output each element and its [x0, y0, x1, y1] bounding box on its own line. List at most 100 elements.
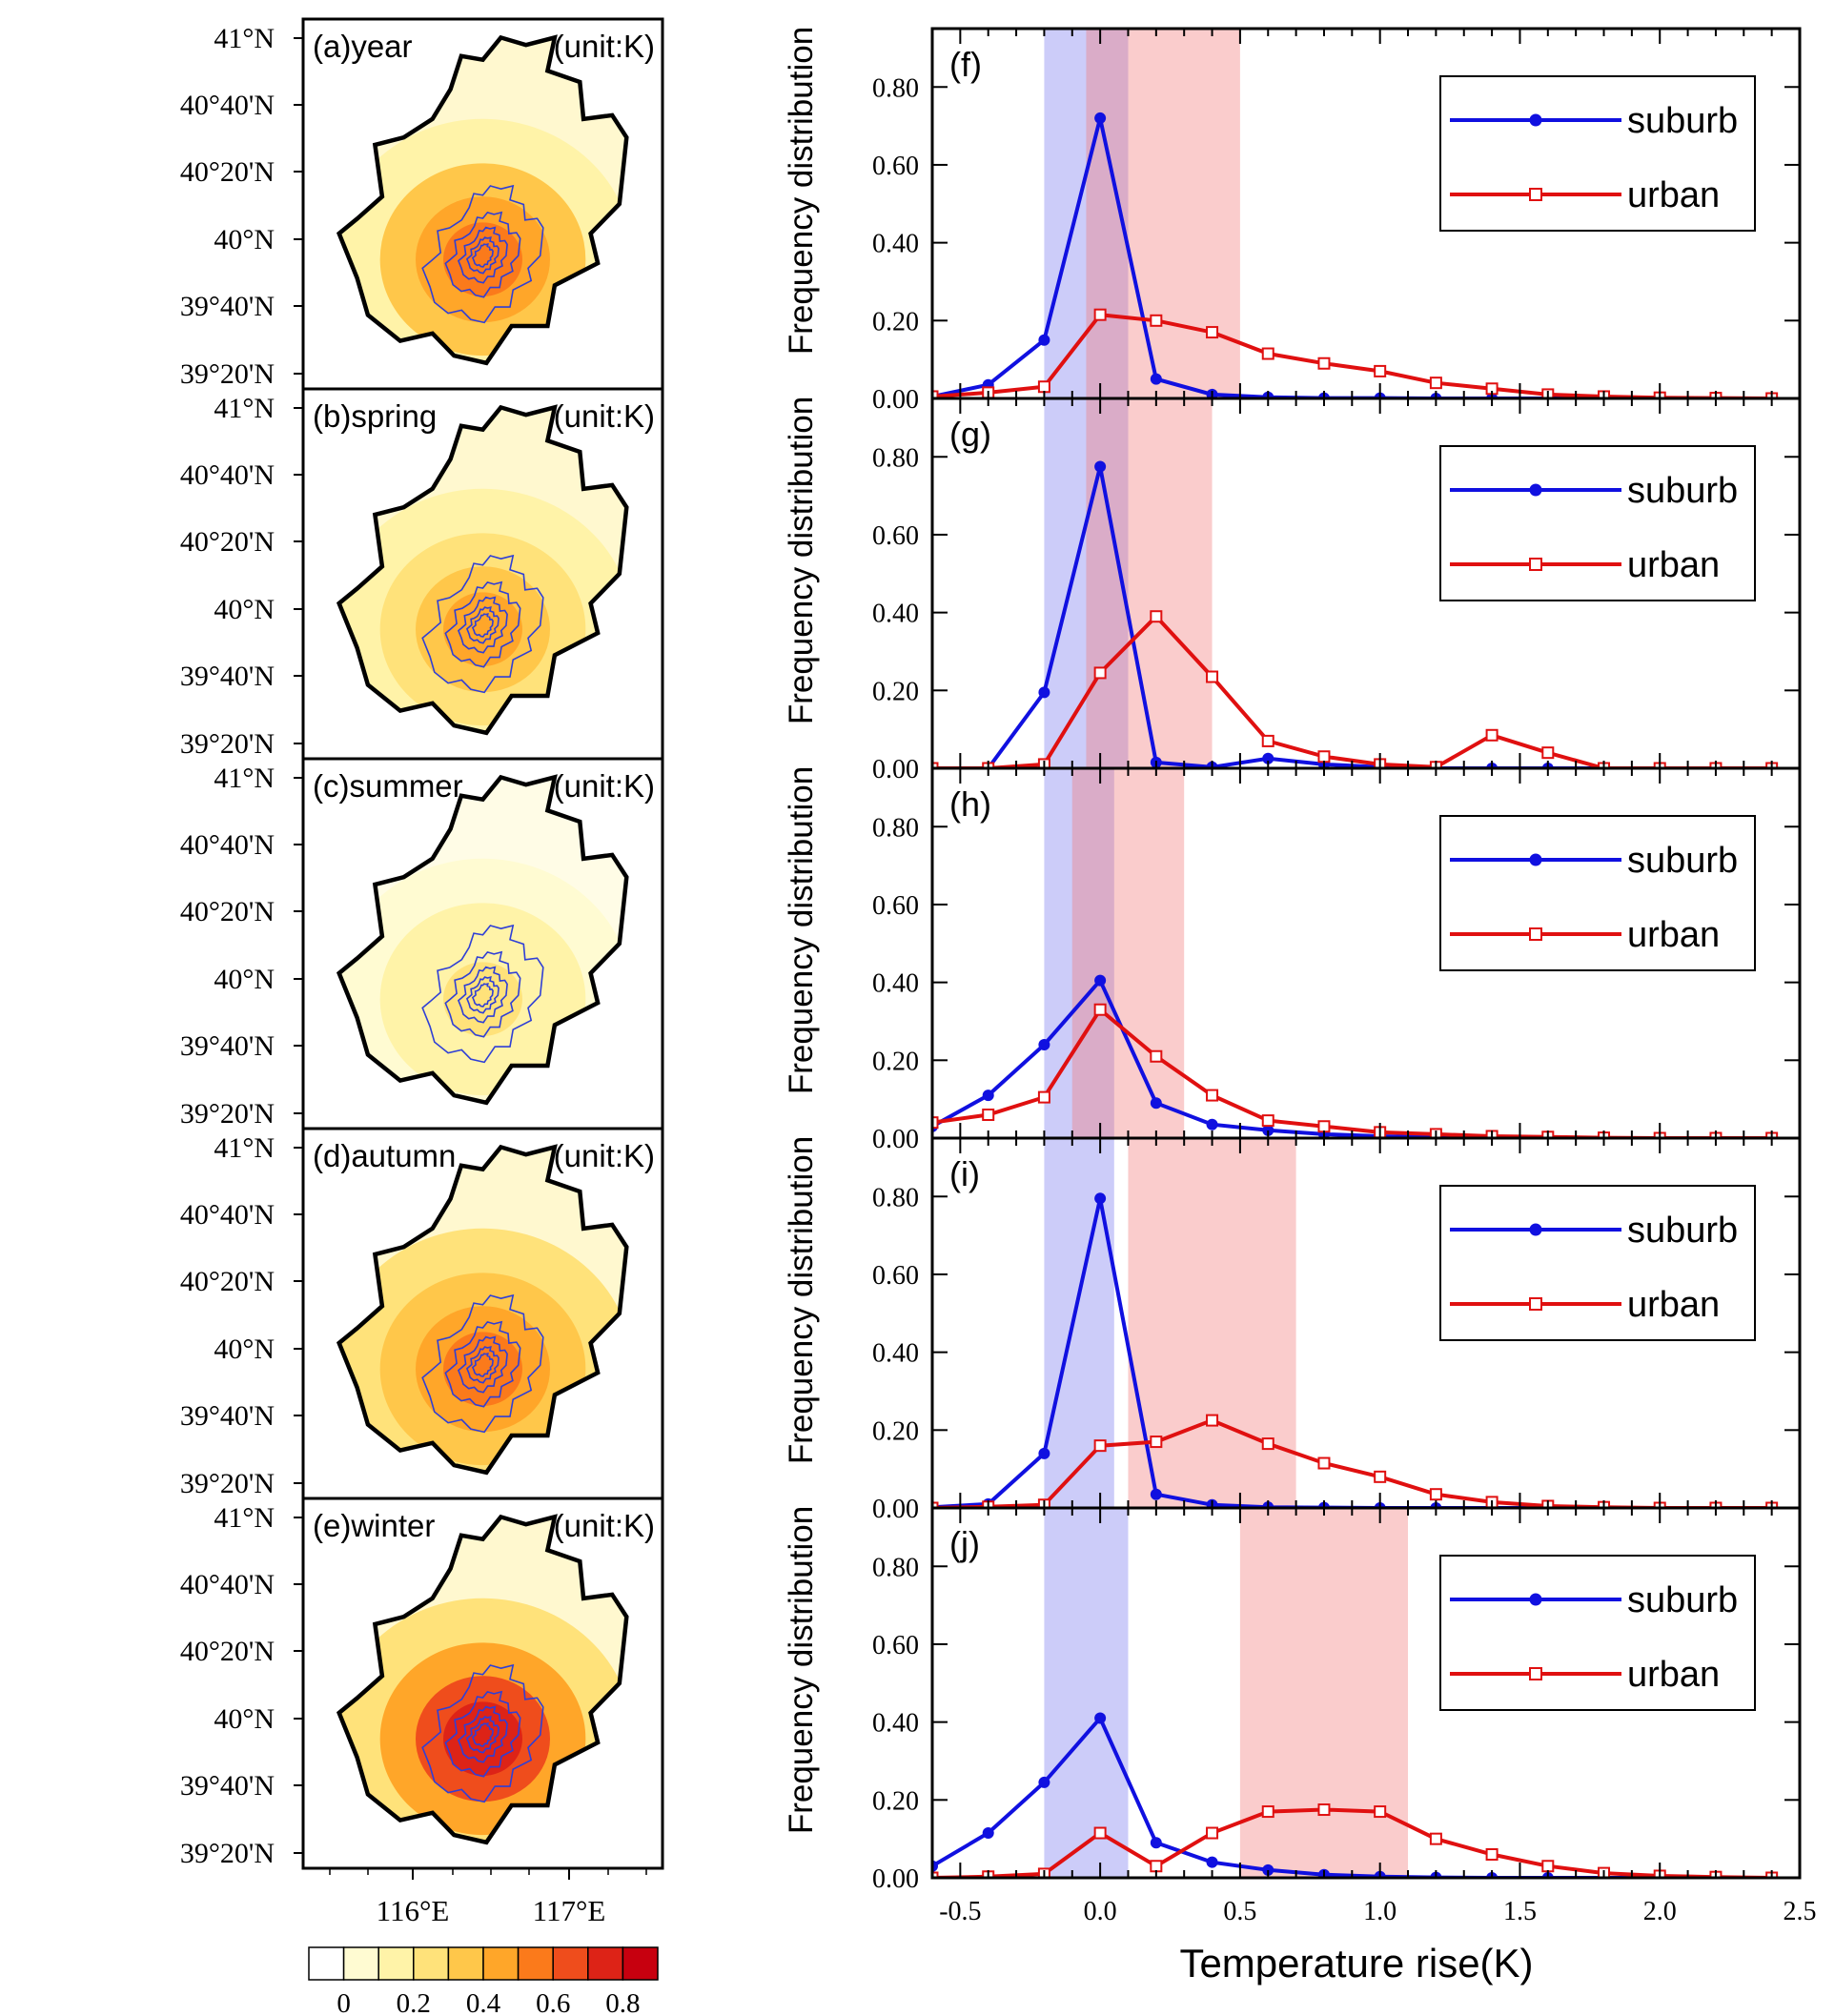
y-tick-label: 0.20 — [872, 677, 919, 706]
panel-label: (f) — [949, 45, 982, 84]
colorbar-swatch — [413, 1946, 450, 1981]
urban-point — [1093, 308, 1107, 321]
legend: suburb urban — [1439, 1185, 1756, 1341]
panel-label: (a)year — [313, 29, 413, 64]
urban-contour-line — [471, 983, 494, 1008]
urban-point — [1206, 670, 1219, 683]
urban-contour-line — [444, 211, 521, 298]
urban-point — [1317, 356, 1331, 370]
y-tick-label: 0.20 — [872, 1786, 919, 1816]
lat-label: 41°N — [214, 763, 275, 794]
legend: suburb urban — [1439, 75, 1756, 232]
urban-band — [1128, 1138, 1296, 1508]
urban-point — [1150, 1436, 1163, 1449]
urban-contour-line — [471, 1353, 494, 1377]
suburb-point — [1262, 752, 1274, 764]
suburb-legend-label: suburb — [1627, 1580, 1738, 1620]
y-tick-label: 0.00 — [872, 385, 919, 415]
lat-label: 39°40'N — [180, 661, 275, 692]
urban-contour-line — [421, 924, 544, 1064]
colorbar-swatch — [587, 1946, 624, 1981]
legend: suburb urban — [1439, 815, 1756, 971]
y-tick-label: 0.80 — [872, 1183, 919, 1212]
urban-point — [1374, 1805, 1387, 1819]
urban-legend-marker — [1529, 558, 1542, 571]
lat-label: 39°20'N — [180, 1838, 275, 1869]
lat-label: 40°40'N — [180, 90, 275, 121]
colorbar-label: 0.8 — [605, 1988, 640, 2016]
urban-contour-line — [471, 1722, 494, 1747]
urban-band — [1086, 29, 1240, 398]
urban-contour-line — [457, 1705, 508, 1763]
urban-point — [1037, 1090, 1050, 1104]
urban-point — [1317, 1803, 1331, 1817]
colorbar-swatch — [482, 1946, 520, 1981]
lat-label: 39°20'N — [180, 1468, 275, 1499]
beijing-border — [336, 1144, 629, 1476]
lat-label: 41°N — [214, 1502, 275, 1534]
urban-legend-marker — [1529, 1297, 1542, 1311]
y-axis-label: Frequency distribution — [783, 1136, 820, 1464]
urban-contour-line — [465, 1345, 500, 1384]
lat-label: 40°20'N — [180, 156, 275, 188]
urban-contour-line — [471, 613, 494, 638]
urban-contour-line — [421, 554, 544, 694]
suburb-band — [1044, 1508, 1129, 1878]
suburb-point — [982, 1089, 994, 1102]
y-axis-label: Frequency distribution — [783, 27, 820, 355]
legend-box — [1439, 815, 1756, 971]
urban-line — [932, 613, 1772, 768]
urban-legend-label: urban — [1627, 915, 1720, 955]
legend-box — [1439, 1555, 1756, 1711]
urban-point — [1150, 314, 1163, 327]
y-tick-label: 0.00 — [872, 1125, 919, 1154]
suburb-point — [1150, 373, 1162, 385]
panel-label: (i) — [949, 1154, 980, 1193]
urban-point — [1037, 380, 1050, 394]
lat-label: 40°20'N — [180, 526, 275, 558]
colorbar-swatch — [308, 1946, 345, 1981]
urban-point — [1150, 610, 1163, 623]
lat-label: 40°N — [214, 224, 275, 255]
y-tick-label: 0.60 — [872, 1261, 919, 1291]
panel-label: (d)autumn — [313, 1138, 456, 1173]
suburb-band — [1044, 398, 1129, 768]
lat-label: 40°20'N — [180, 1636, 275, 1667]
suburb-point — [1038, 1776, 1050, 1788]
colorbar-label: 0.6 — [536, 1988, 570, 2016]
urban-legend-label: urban — [1627, 175, 1720, 215]
urban-legend-marker — [1529, 1667, 1542, 1680]
map-panel: (d)autumn (unit:K) 41°N 40°40'N 40°20'N 40°N 3… — [180, 1127, 664, 1500]
urban-contour-line — [421, 1293, 544, 1434]
y-axis-label: Frequency distribution — [783, 397, 820, 724]
suburb-point — [1094, 1192, 1107, 1205]
colorbar: 0 0.2 0.4 0.6 0.8 — [308, 1946, 659, 2016]
urban-point — [1093, 1003, 1107, 1016]
map-panel: (b)spring (unit:K) 41°N 40°40'N 40°20'N 40°N 3… — [180, 387, 664, 761]
y-axis-label: Frequency distribution — [783, 1506, 820, 1834]
suburb-point — [1094, 460, 1107, 473]
legend-box — [1439, 75, 1756, 232]
suburb-legend-label: suburb — [1627, 101, 1738, 141]
beijing-border — [336, 774, 629, 1106]
y-axis-label: Frequency distribution — [783, 766, 820, 1094]
frequency-chart: 0.00 0.20 0.40 0.60 0.80 Frequency distributi… — [783, 1136, 1802, 1524]
suburb-point — [1094, 974, 1107, 987]
y-tick-label: 0.40 — [872, 230, 919, 259]
suburb-point — [1038, 334, 1050, 346]
frequency-chart: 0.00 0.20 0.40 0.60 0.80 Frequency distributi… — [783, 766, 1802, 1154]
y-tick-label: 0.80 — [872, 1553, 919, 1582]
suburb-point — [1262, 1863, 1274, 1876]
suburb-point — [1038, 686, 1050, 699]
urban-point — [1150, 1860, 1163, 1873]
lat-label: 41°N — [214, 23, 275, 54]
urban-contour-line — [421, 184, 544, 324]
urban-legend-marker — [1529, 188, 1542, 201]
y-tick-label: 0.40 — [872, 969, 919, 999]
frequency-chart: 0.00 0.20 0.40 0.60 0.80 Frequency distributi… — [783, 27, 1802, 415]
frequency-chart: 0.00 0.20 0.40 0.60 0.80 -0.5 0.0 0.5 1.0 1.5 2.0 2… — [783, 1506, 1817, 1985]
beijing-border — [336, 404, 629, 736]
urban-point — [1374, 364, 1387, 377]
suburb-legend-marker — [1529, 1223, 1542, 1236]
x-tick-label: 2.0 — [1643, 1897, 1677, 1926]
